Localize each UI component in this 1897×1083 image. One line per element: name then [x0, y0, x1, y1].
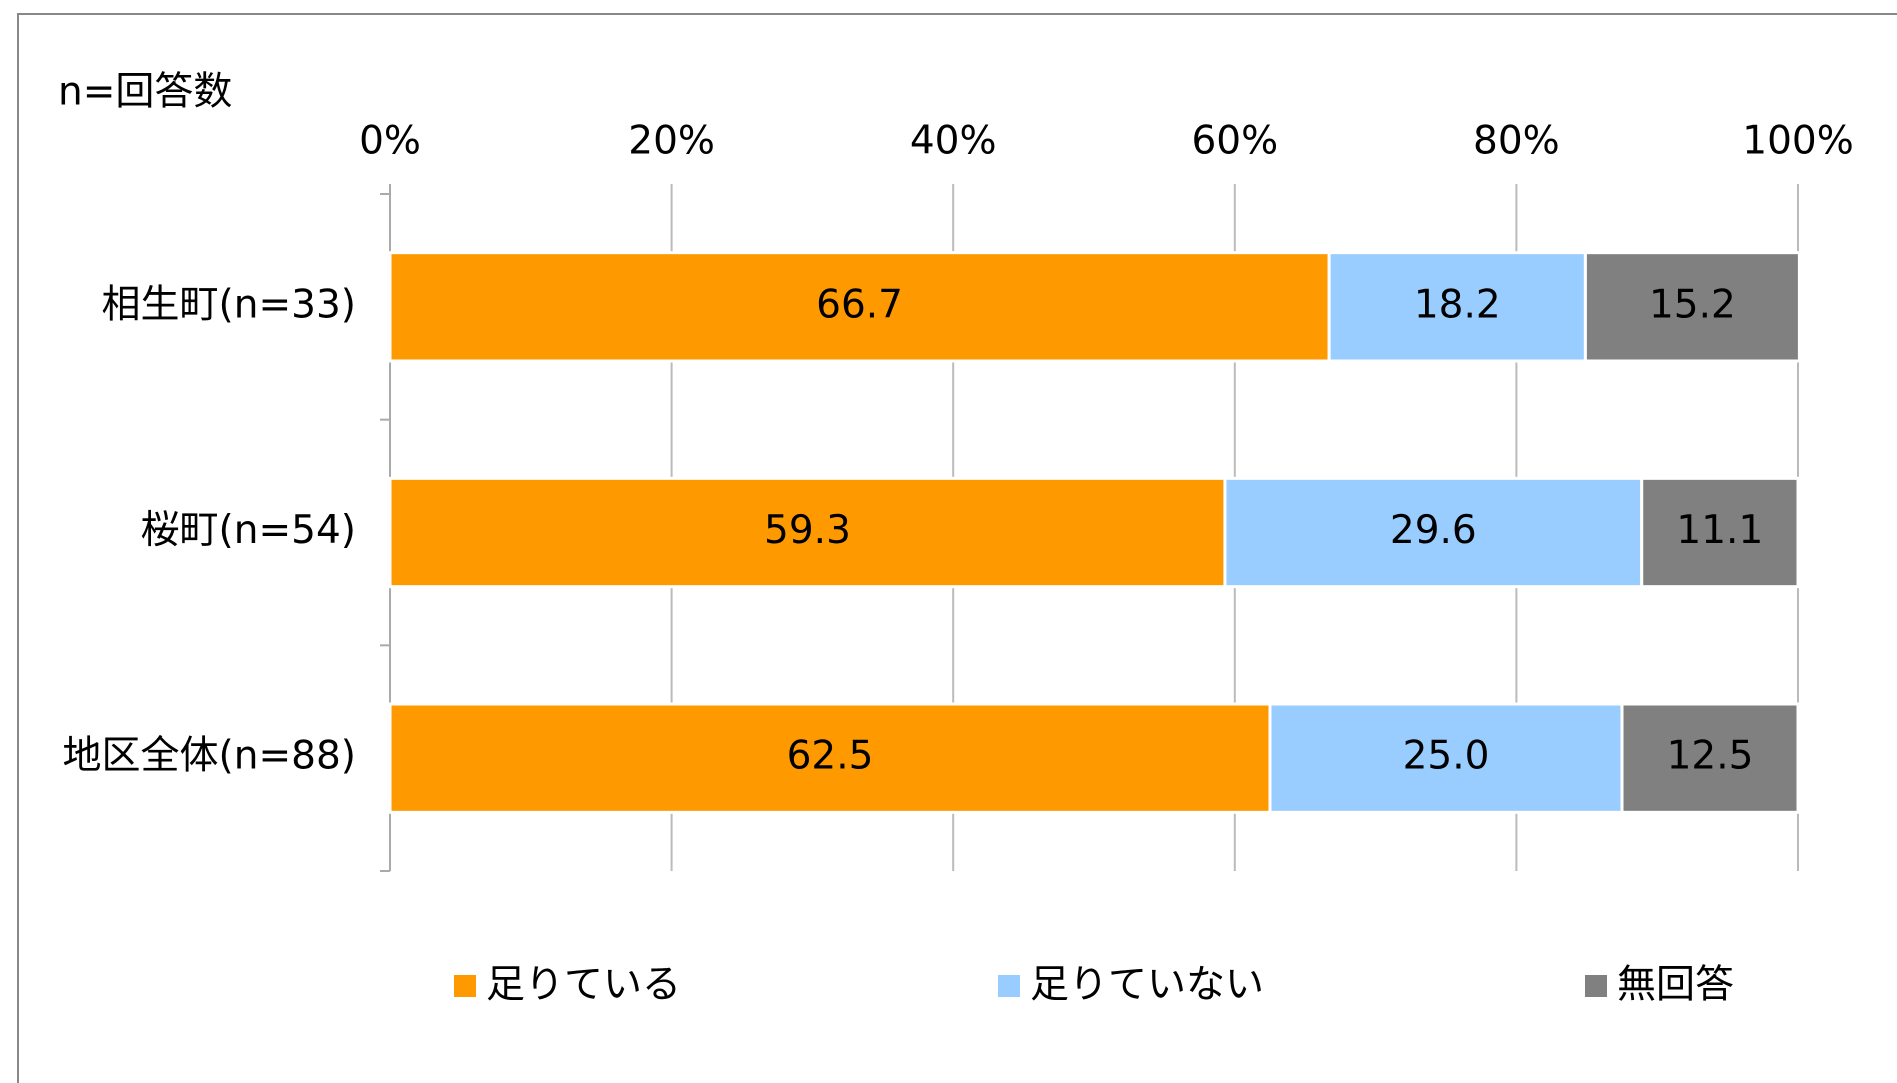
bar-segment: [1268, 702, 1624, 814]
y-tick-label: 地区全体(n=88): [63, 734, 356, 779]
bar-segment: [1640, 476, 1800, 589]
data-label: 29.6: [1390, 508, 1477, 553]
x-tick-label: 100%: [1742, 119, 1854, 164]
x-tick-label: 60%: [1191, 119, 1278, 164]
data-label: 18.2: [1414, 282, 1501, 327]
bar-segment: [1620, 702, 1800, 814]
legend-label: 足りていない: [1030, 963, 1264, 1008]
bar-segment: [388, 476, 1227, 589]
legend-label: 足りている: [486, 963, 681, 1008]
x-tick-label: 20%: [628, 119, 715, 164]
legend-swatch: [454, 975, 476, 997]
data-label: 11.1: [1676, 508, 1763, 553]
data-label: 12.5: [1667, 734, 1754, 779]
x-tick-label: 40%: [910, 119, 997, 164]
data-label: 59.3: [764, 508, 851, 553]
bar-segment: [388, 702, 1272, 814]
chart-frame: [17, 13, 1897, 1083]
legend-swatch: [1585, 975, 1607, 997]
annotation: n=回答数: [58, 70, 232, 115]
x-tick-label: 80%: [1473, 119, 1560, 164]
data-label: 25.0: [1403, 734, 1490, 779]
legend-swatch: [998, 975, 1020, 997]
y-tick-label: 相生町(n=33): [102, 282, 356, 327]
data-label: 15.2: [1649, 282, 1736, 327]
bar-segment: [388, 251, 1331, 363]
bar-segment: [1327, 251, 1587, 363]
data-label: 66.7: [816, 282, 903, 327]
bar-segment: [1583, 251, 1801, 363]
y-tick-label: 桜町(n=54): [141, 508, 356, 553]
x-tick-label: 0%: [359, 119, 421, 164]
data-label: 62.5: [787, 734, 874, 779]
legend-label: 無回答: [1617, 963, 1734, 1008]
